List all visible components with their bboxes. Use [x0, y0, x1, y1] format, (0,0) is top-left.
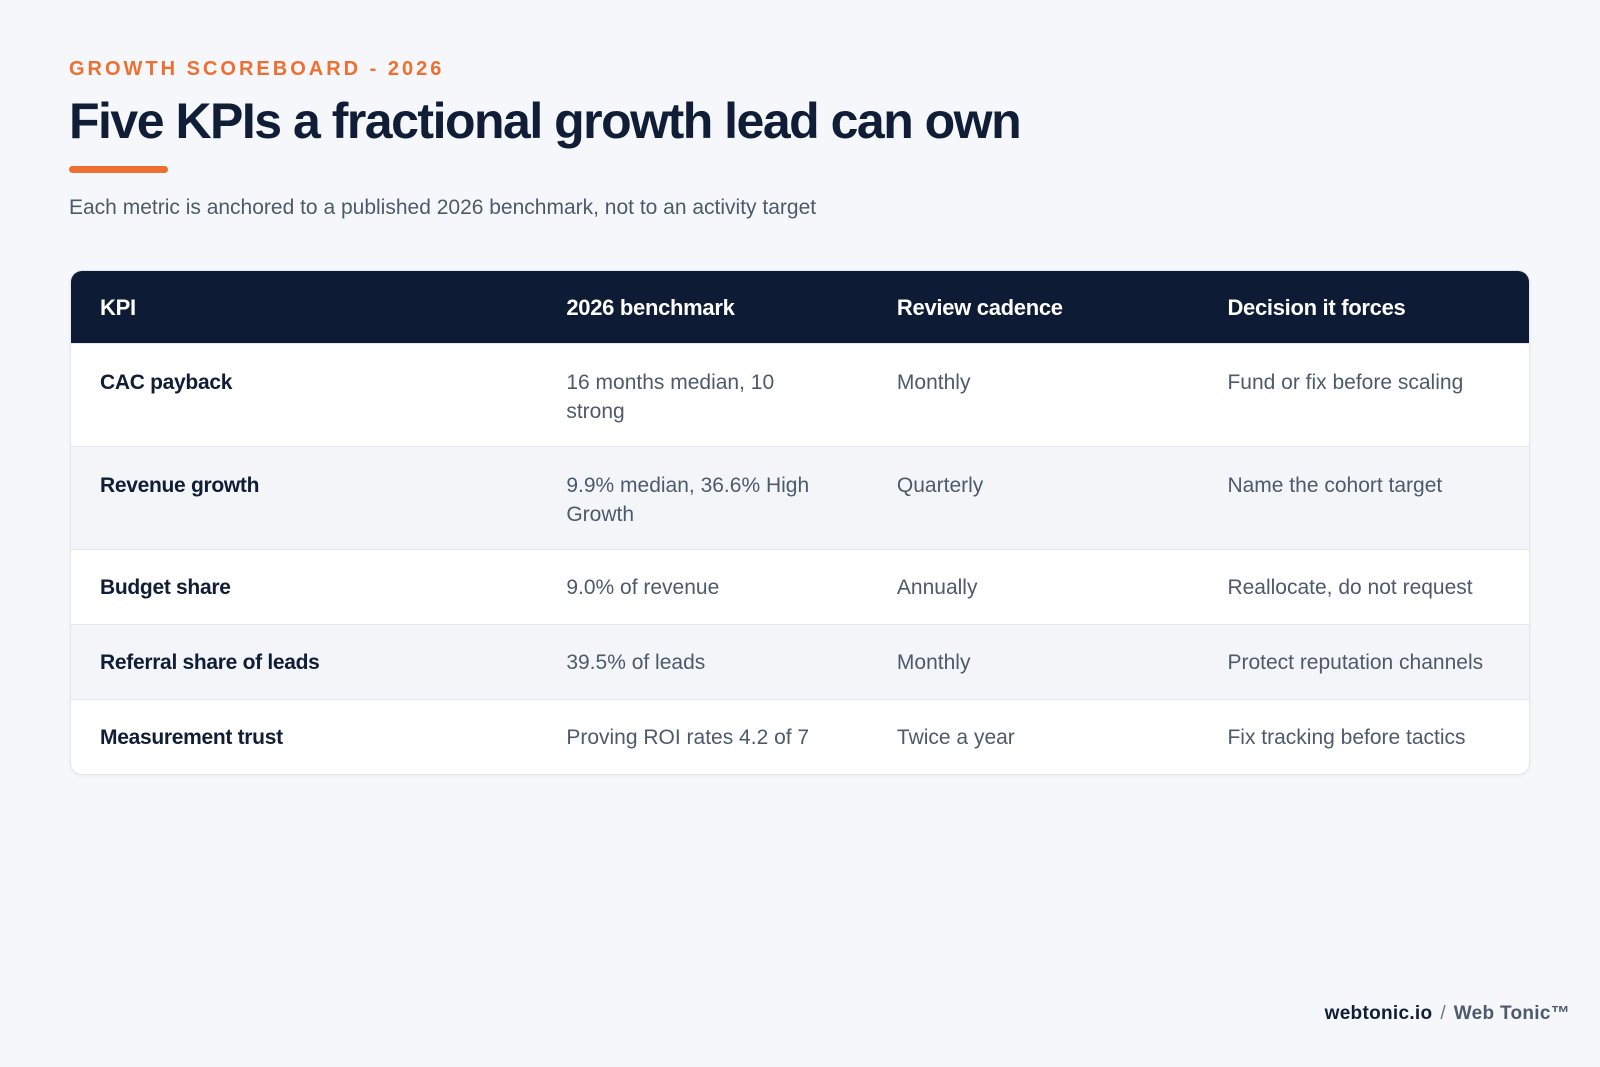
table-row: Measurement trust Proving ROI rates 4.2 …: [71, 699, 1529, 774]
kpi-name: Measurement trust: [100, 726, 283, 749]
kpi-cadence: Monthly: [896, 371, 971, 394]
column-header-benchmark: 2026 benchmark: [566, 294, 735, 320]
table-row: Revenue growth 9.9% median, 36.6% High G…: [71, 446, 1529, 549]
kpi-name: CAC payback: [100, 371, 233, 394]
kpi-benchmark: 9.9% median, 36.6% High Growth: [566, 474, 810, 526]
kpi-decision: Name the cohort target: [1227, 474, 1443, 497]
footer-brand: Web Tonic™: [1453, 1003, 1570, 1024]
footer-separator: /: [1440, 1003, 1446, 1024]
kpi-cadence: Monthly: [896, 651, 971, 674]
kpi-benchmark: Proving ROI rates 4.2 of 7: [566, 726, 810, 749]
kpi-name: Referral share of leads: [100, 651, 320, 674]
kpi-cadence: Twice a year: [896, 726, 1015, 749]
kpi-name: Budget share: [100, 576, 231, 599]
column-header-cadence: Review cadence: [896, 294, 1063, 320]
kpi-benchmark: 9.0% of revenue: [566, 576, 720, 599]
kpi-name: Revenue growth: [100, 474, 260, 497]
eyebrow-label: GROWTH SCOREBOARD - 2026: [69, 58, 445, 80]
kpi-decision: Fix tracking before tactics: [1227, 726, 1466, 749]
kpi-benchmark: 39.5% of leads: [566, 651, 706, 674]
kpi-decision: Reallocate, do not request: [1227, 576, 1473, 599]
column-header-decision: Decision it forces: [1227, 294, 1406, 320]
kpi-table: KPI 2026 benchmark Review cadence Decisi…: [70, 270, 1530, 775]
page-subtitle: Each metric is anchored to a published 2…: [69, 196, 817, 219]
footer-credit: webtonic.io / Web Tonic™: [1325, 1003, 1570, 1025]
title-accent-bar: [69, 166, 168, 173]
column-header-kpi: KPI: [100, 294, 136, 320]
table-row: CAC payback 16 months median, 10 strong …: [71, 343, 1529, 446]
kpi-benchmark: 16 months median, 10 strong: [566, 371, 775, 423]
table-row: Budget share 9.0% of revenue Annually Re…: [71, 549, 1529, 624]
table-header-row: KPI 2026 benchmark Review cadence Decisi…: [71, 271, 1529, 343]
kpi-decision: Protect reputation channels: [1227, 651, 1484, 674]
kpi-decision: Fund or fix before scaling: [1227, 371, 1464, 394]
page-title: Five KPIs a fractional growth lead can o…: [69, 93, 1022, 149]
kpi-cadence: Quarterly: [896, 474, 984, 497]
kpi-cadence: Annually: [896, 576, 978, 599]
footer-domain: webtonic.io: [1324, 1003, 1433, 1024]
table-row: Referral share of leads 39.5% of leads M…: [71, 624, 1529, 699]
page: GROWTH SCOREBOARD - 2026 Five KPIs a fra…: [69, 0, 1531, 1067]
